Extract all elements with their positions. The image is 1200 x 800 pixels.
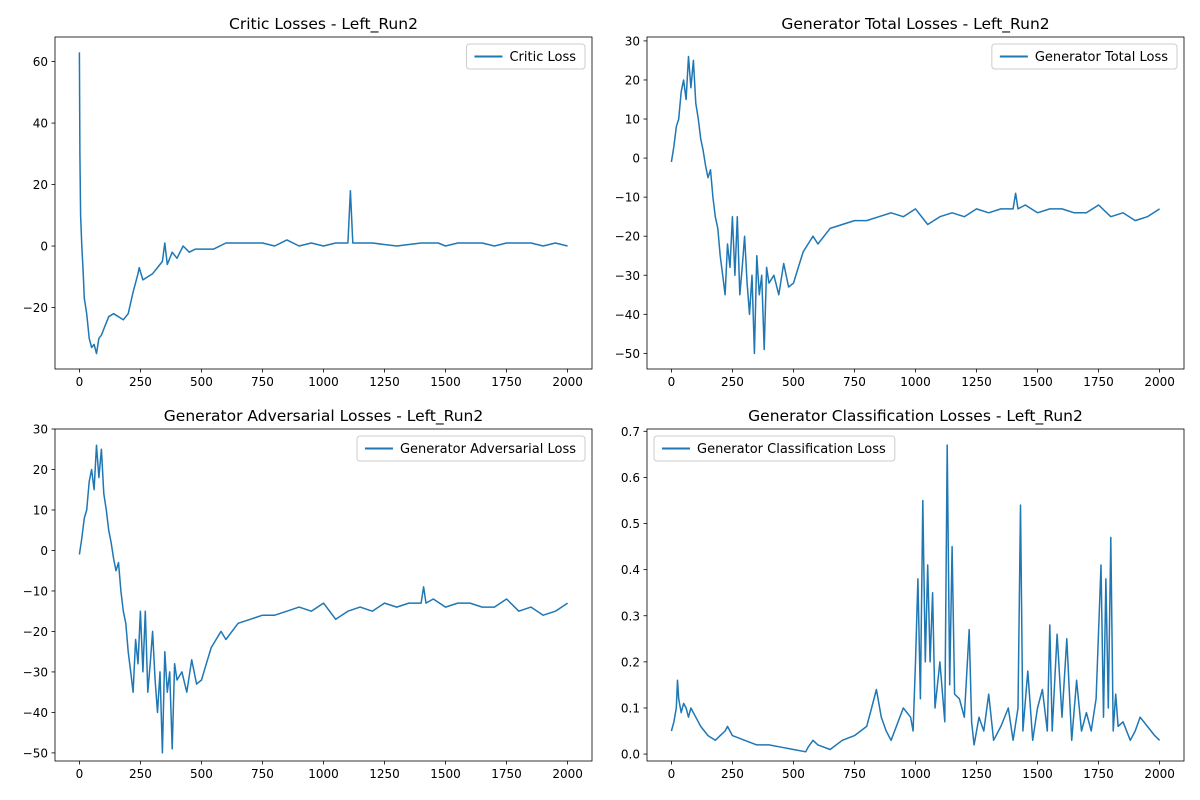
x-tick-label: 2000 — [552, 767, 583, 781]
legend-label: Generator Classification Loss — [697, 442, 886, 457]
subplot-critic-losses: Critic Losses - Left_Run2 0 250 500 750 1000… — [23, 15, 593, 389]
y-tick-label: −10 — [23, 584, 48, 598]
y-tick-label: −40 — [615, 308, 640, 322]
subplot-generator-total-losses: Generator Total Losses - Left_Run2 0 250 5… — [615, 15, 1185, 389]
y-tick-label: 20 — [33, 178, 48, 192]
x-tick-label: 1250 — [961, 375, 992, 389]
chart-title: Generator Classification Losses - Left_R… — [748, 407, 1083, 426]
y-tick-label: 20 — [33, 463, 48, 477]
plot-area: 0 250 500 750 1000 1250 1500 1750 2000 −50 −40 −30 −… — [23, 423, 593, 781]
y-tick-label: −10 — [615, 191, 640, 205]
x-tick-label: 1750 — [1083, 767, 1114, 781]
x-tick-label: 2000 — [552, 375, 583, 389]
legend-label: Generator Adversarial Loss — [400, 442, 576, 457]
series-line — [670, 55, 1161, 355]
x-tick-label: 2000 — [1144, 375, 1175, 389]
x-tick-label: 1500 — [430, 375, 461, 389]
legend-box — [356, 435, 586, 462]
x-tick-label: 1250 — [961, 767, 992, 781]
y-tick-label: 0 — [40, 240, 48, 254]
y-tick-label: 30 — [625, 34, 640, 48]
y-tick-label: 10 — [625, 113, 640, 127]
x-tick-label: 500 — [782, 375, 805, 389]
legend-box — [991, 43, 1178, 70]
x-tick-label: 250 — [129, 767, 152, 781]
x-tick-label: 1750 — [491, 375, 522, 389]
y-tick-label: 0 — [40, 544, 48, 558]
x-tick-label: 1750 — [491, 767, 522, 781]
y-tick-label: −30 — [23, 665, 48, 679]
y-tick-label: −50 — [615, 347, 640, 361]
y-tick-label: −50 — [23, 746, 48, 760]
x-tick-label: 1500 — [430, 767, 461, 781]
legend: Generator Total Loss — [991, 43, 1178, 70]
x-tick-label: 250 — [721, 767, 744, 781]
y-tick-label: 0 — [632, 152, 640, 166]
series-line — [78, 52, 568, 355]
y-tick-label: −40 — [23, 706, 48, 720]
y-tick-label: 0.1 — [621, 701, 640, 715]
y-tick-label: 0.0 — [621, 748, 640, 762]
x-tick-label: 1750 — [1083, 375, 1114, 389]
y-tick-label: 0.5 — [621, 517, 640, 531]
x-tick-label: 500 — [782, 767, 805, 781]
x-tick-label: 750 — [843, 767, 866, 781]
chart-title: Generator Total Losses - Left_Run2 — [781, 15, 1049, 34]
y-tick-label: −20 — [615, 230, 640, 244]
x-tick-label: 0 — [668, 767, 676, 781]
x-tick-label: 1000 — [308, 375, 339, 389]
legend-label: Critic Loss — [509, 50, 576, 65]
x-tick-label: 1500 — [1022, 375, 1053, 389]
x-tick-label: 750 — [251, 375, 274, 389]
x-tick-label: 500 — [190, 767, 213, 781]
subplot-generator-classification-losses: Generator Classification Losses - Left_R… — [621, 407, 1185, 781]
x-tick-label: 1000 — [900, 767, 931, 781]
x-tick-label: 250 — [721, 375, 744, 389]
y-tick-label: 20 — [625, 73, 640, 87]
x-tick-label: 1250 — [369, 767, 400, 781]
y-tick-label: 60 — [33, 55, 48, 69]
x-tick-label: 0 — [668, 375, 676, 389]
x-tick-label: 0 — [76, 375, 84, 389]
legend-box — [465, 43, 586, 70]
y-tick-label: 0.6 — [621, 471, 640, 485]
y-tick-label: −30 — [615, 269, 640, 283]
y-tick-label: 0.7 — [621, 425, 640, 439]
y-tick-label: 0.3 — [621, 609, 640, 623]
chart-title: Critic Losses - Left_Run2 — [229, 15, 418, 34]
x-tick-label: 500 — [190, 375, 213, 389]
chart-title: Generator Adversarial Losses - Left_Run2 — [164, 407, 483, 426]
legend: Critic Loss — [465, 43, 586, 70]
x-tick-label: 250 — [129, 375, 152, 389]
x-tick-label: 2000 — [1144, 767, 1175, 781]
plot-area: 0 250 500 750 1000 1250 1500 1750 2000 −20 0 20 40 60… — [23, 36, 593, 389]
legend-box — [653, 435, 896, 462]
subplot-generator-adversarial-losses: Generator Adversarial Losses - Left_Run2… — [23, 407, 593, 781]
x-tick-label: 1000 — [900, 375, 931, 389]
series-line — [670, 444, 1161, 753]
legend-label: Generator Total Loss — [1035, 50, 1168, 65]
y-tick-label: 0.4 — [621, 563, 640, 577]
x-tick-label: 750 — [251, 767, 274, 781]
legend: Generator Classification Loss — [653, 435, 896, 462]
y-tick-label: 30 — [33, 423, 48, 437]
plot-area: 0 250 500 750 1000 1250 1500 1750 2000 0.0 0.1 0.2 0… — [621, 425, 1185, 781]
y-tick-label: −20 — [23, 625, 48, 639]
plot-area: 0 250 500 750 1000 1250 1500 1750 2000 −50 −40 −30 −… — [615, 34, 1185, 389]
y-tick-label: 0.2 — [621, 655, 640, 669]
legend: Generator Adversarial Loss — [356, 435, 586, 462]
y-tick-label: 10 — [33, 503, 48, 517]
y-tick-label: 40 — [33, 117, 48, 131]
x-tick-label: 0 — [76, 767, 84, 781]
x-tick-label: 1500 — [1022, 767, 1053, 781]
x-tick-label: 1000 — [308, 767, 339, 781]
y-tick-label: −20 — [23, 301, 48, 315]
series-line — [78, 444, 569, 754]
x-tick-label: 1250 — [369, 375, 400, 389]
x-tick-label: 750 — [843, 375, 866, 389]
